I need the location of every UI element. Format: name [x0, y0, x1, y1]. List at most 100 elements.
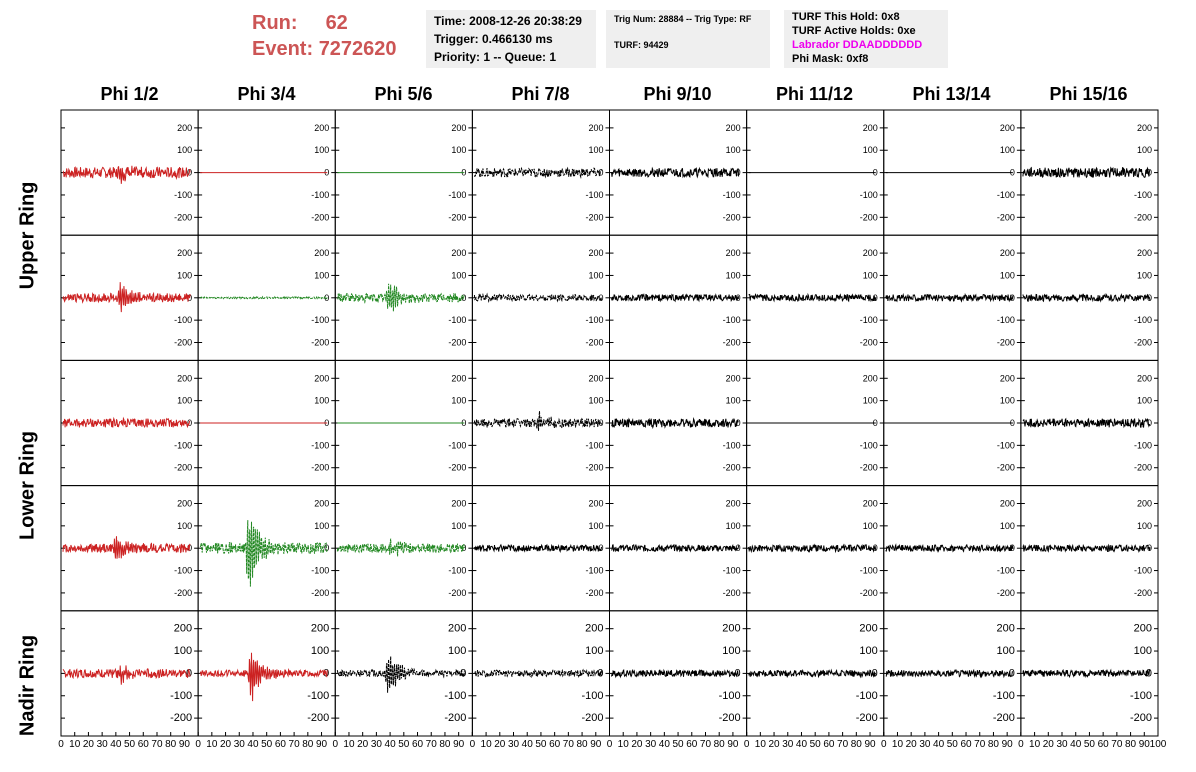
labrador-text: Labrador DDAADDDDDD: [792, 39, 923, 51]
y-tick-label: -200: [174, 338, 192, 348]
y-tick-label: 100: [726, 521, 741, 531]
y-tick-label: 200: [1000, 498, 1015, 508]
y-tick-label: 0: [598, 168, 603, 178]
y-tick-label: -200: [997, 338, 1015, 348]
x-tick-label: 60: [412, 739, 424, 750]
col-header-7: Phi 13/14: [912, 84, 991, 104]
x-tick-label: 20: [768, 739, 780, 750]
x-tick-label: 50: [673, 739, 685, 750]
y-tick-label: 100: [585, 645, 603, 657]
y-tick-label: 100: [177, 396, 192, 406]
waveform-trace: [473, 292, 602, 304]
y-tick-label: -100: [860, 190, 878, 200]
y-tick-label: 100: [451, 521, 466, 531]
y-tick-label: -100: [1134, 315, 1152, 325]
run-label: Run:: [252, 12, 298, 34]
x-tick-label: 70: [837, 739, 849, 750]
y-tick-label: 200: [311, 623, 329, 635]
x-tick-label: 90: [316, 739, 328, 750]
x-tick-label: 50: [810, 739, 822, 750]
waveform-trace: [1022, 668, 1151, 679]
y-tick-label: -100: [856, 690, 878, 702]
y-tick-label: 200: [451, 498, 466, 508]
x-tick-label: 90: [1002, 739, 1014, 750]
y-tick-label: 100: [588, 521, 603, 531]
y-tick-label: -100: [723, 566, 741, 576]
time-text: Time: 2008-12-26 20:38:29: [434, 14, 582, 28]
y-tick-label: 200: [177, 373, 192, 383]
y-tick-label: -200: [311, 212, 329, 222]
x-tick-label: 10: [206, 739, 218, 750]
y-tick-label: 100: [588, 145, 603, 155]
y-tick-label: -100: [585, 190, 603, 200]
run-value: 62: [325, 12, 348, 34]
y-tick-label: 100: [177, 270, 192, 280]
x-tick-label: 70: [974, 739, 986, 750]
x-tick-label: 40: [110, 739, 122, 750]
y-tick-label: -200: [1130, 712, 1152, 724]
y-tick-label: 100: [314, 521, 329, 531]
x-tick-label: 30: [371, 739, 383, 750]
x-tick-label: 50: [947, 739, 959, 750]
y-tick-label: 200: [585, 623, 603, 635]
y-tick-label: -100: [997, 440, 1015, 450]
y-tick-label: 200: [588, 373, 603, 383]
y-tick-label: 100: [1000, 145, 1015, 155]
waveform-trace: [748, 668, 877, 679]
y-tick-label: -100: [170, 690, 192, 702]
x-tick-label: 90: [727, 739, 739, 750]
x-tick-label: 70: [426, 739, 438, 750]
time-info-panel: Time: 2008-12-26 20:38:29 Trigger: 0.466…: [426, 10, 596, 68]
x-tick-label: 60: [138, 739, 150, 750]
y-tick-label: -200: [170, 712, 192, 724]
x-tick-label: 0: [607, 739, 613, 750]
waveform-trace: [885, 292, 1014, 303]
y-tick-label: 100: [997, 645, 1015, 657]
waveform-trace: [62, 165, 191, 184]
y-tick-label: -100: [581, 690, 603, 702]
y-tick-label: -200: [993, 712, 1015, 724]
y-tick-label: 100: [863, 521, 878, 531]
y-tick-label: 100: [1000, 396, 1015, 406]
x-tick-label: 80: [714, 739, 726, 750]
waveform-trace: [611, 292, 740, 303]
y-tick-label: -100: [585, 440, 603, 450]
x-tick-label: 80: [851, 739, 863, 750]
x-tick-label: 30: [1056, 739, 1068, 750]
waveform-trace: [1022, 543, 1151, 553]
x-tick-label: 0: [470, 739, 476, 750]
waveform-trace: [62, 536, 191, 559]
y-tick-label: 100: [314, 396, 329, 406]
y-tick-label: -200: [585, 338, 603, 348]
x-tick-label: 10: [755, 739, 767, 750]
waveform-trace: [1022, 417, 1151, 429]
y-tick-label: 100: [174, 645, 192, 657]
x-tick-label: 0: [1018, 739, 1024, 750]
y-tick-label: 100: [451, 270, 466, 280]
y-tick-label: 200: [1137, 498, 1152, 508]
y-tick-label: -200: [1134, 338, 1152, 348]
y-tick-label: 200: [726, 248, 741, 258]
y-tick-label: 100: [448, 645, 466, 657]
x-tick-label: 0: [744, 739, 750, 750]
y-tick-label: -200: [723, 338, 741, 348]
y-tick-label: 200: [1000, 248, 1015, 258]
waveform-trace: [473, 166, 602, 179]
y-tick-label: -100: [860, 566, 878, 576]
y-tick-label: 200: [726, 498, 741, 508]
y-tick-label: -200: [311, 338, 329, 348]
y-tick-label: -100: [585, 315, 603, 325]
y-tick-label: 100: [1134, 645, 1152, 657]
priority-text: Priority: 1 -- Queue: 1: [434, 50, 557, 64]
y-tick-label: 200: [177, 498, 192, 508]
y-tick-label: 200: [448, 623, 466, 635]
y-tick-label: 200: [1000, 123, 1015, 133]
x-tick-label: 50: [124, 739, 136, 750]
y-tick-label: -200: [585, 588, 603, 598]
x-tick-label: 90: [453, 739, 465, 750]
y-tick-label: 100: [451, 145, 466, 155]
y-tick-label: 100: [859, 645, 877, 657]
waveform-trace: [62, 416, 191, 429]
y-tick-label: -200: [997, 463, 1015, 473]
x-tick-label: 10: [343, 739, 355, 750]
